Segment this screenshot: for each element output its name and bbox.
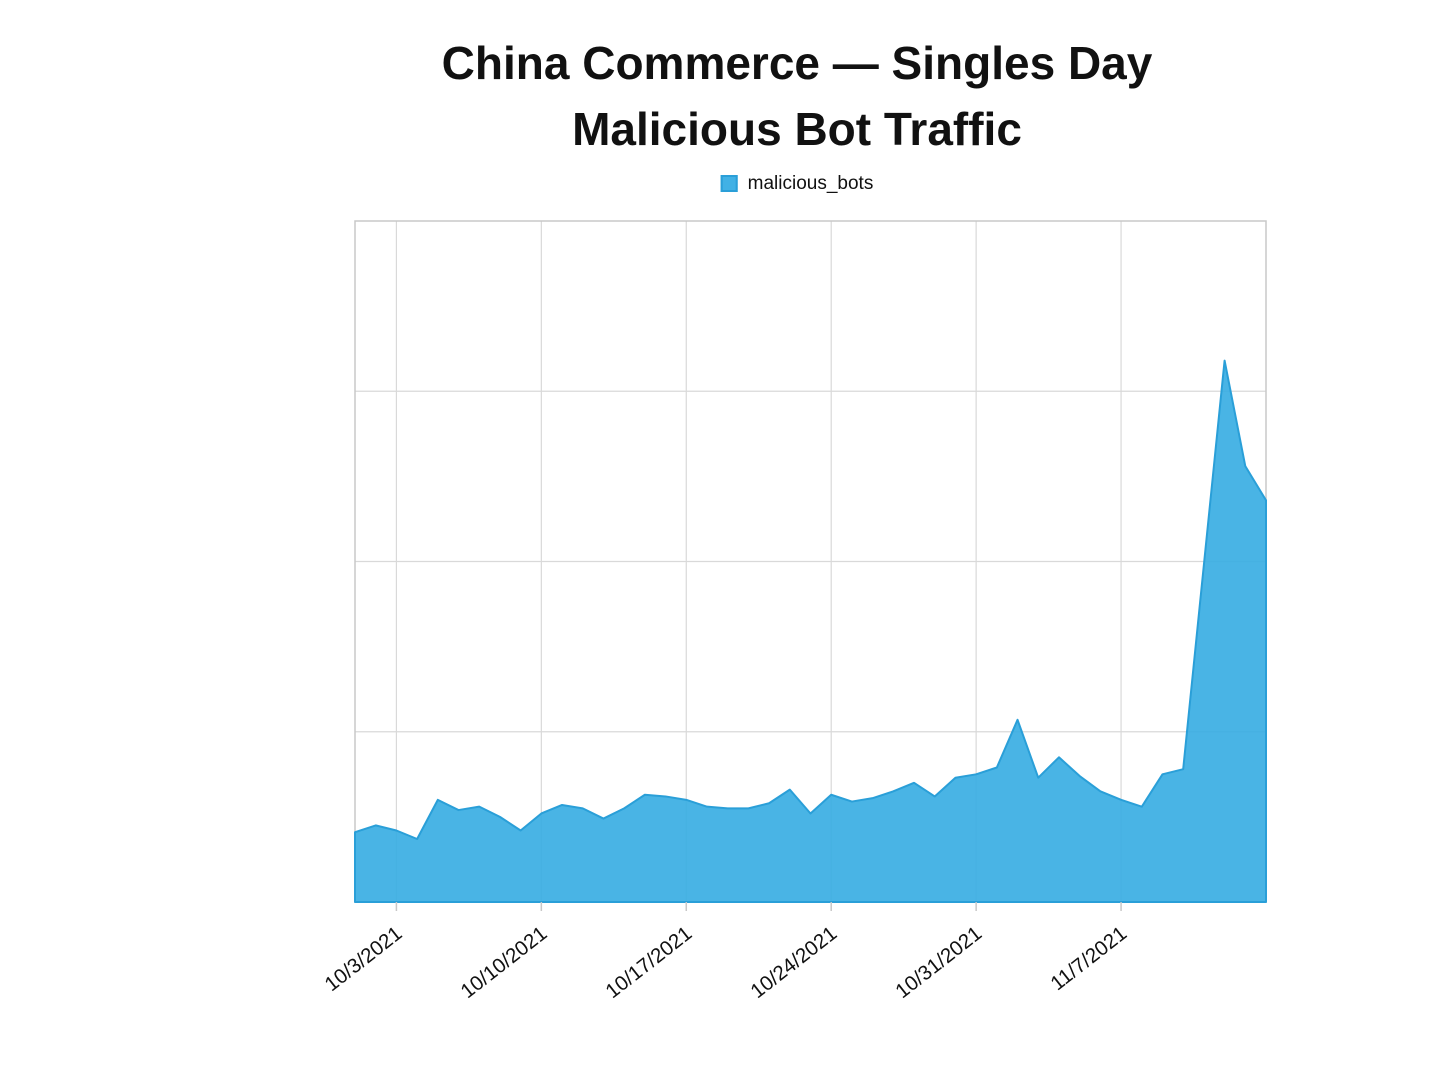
legend-item-malicious-bots[interactable]: malicious_bots: [720, 173, 874, 194]
legend-swatch-icon: [720, 175, 738, 192]
chart-title-line-1: China Commerce — Singles Day: [441, 37, 1153, 89]
area-series-malicious-bots: [354, 359, 1267, 903]
x-axis-tick-label: 10/3/2021: [320, 922, 406, 996]
x-axis-tick-label: 10/24/2021: [746, 922, 841, 1003]
x-axis-tick-label: 10/10/2021: [456, 922, 551, 1003]
x-axis-tick-label: 10/17/2021: [601, 922, 696, 1003]
chart-title-line-2: Malicious Bot Traffic: [572, 103, 1022, 155]
x-axis-tick-label: 10/31/2021: [891, 922, 986, 1003]
legend-label: malicious_bots: [747, 173, 874, 194]
chart-title: China Commerce — Singles Day Malicious B…: [442, 30, 1153, 162]
x-axis-tick-label: 11/7/2021: [1046, 922, 1131, 995]
legend: malicious_bots: [720, 173, 874, 194]
